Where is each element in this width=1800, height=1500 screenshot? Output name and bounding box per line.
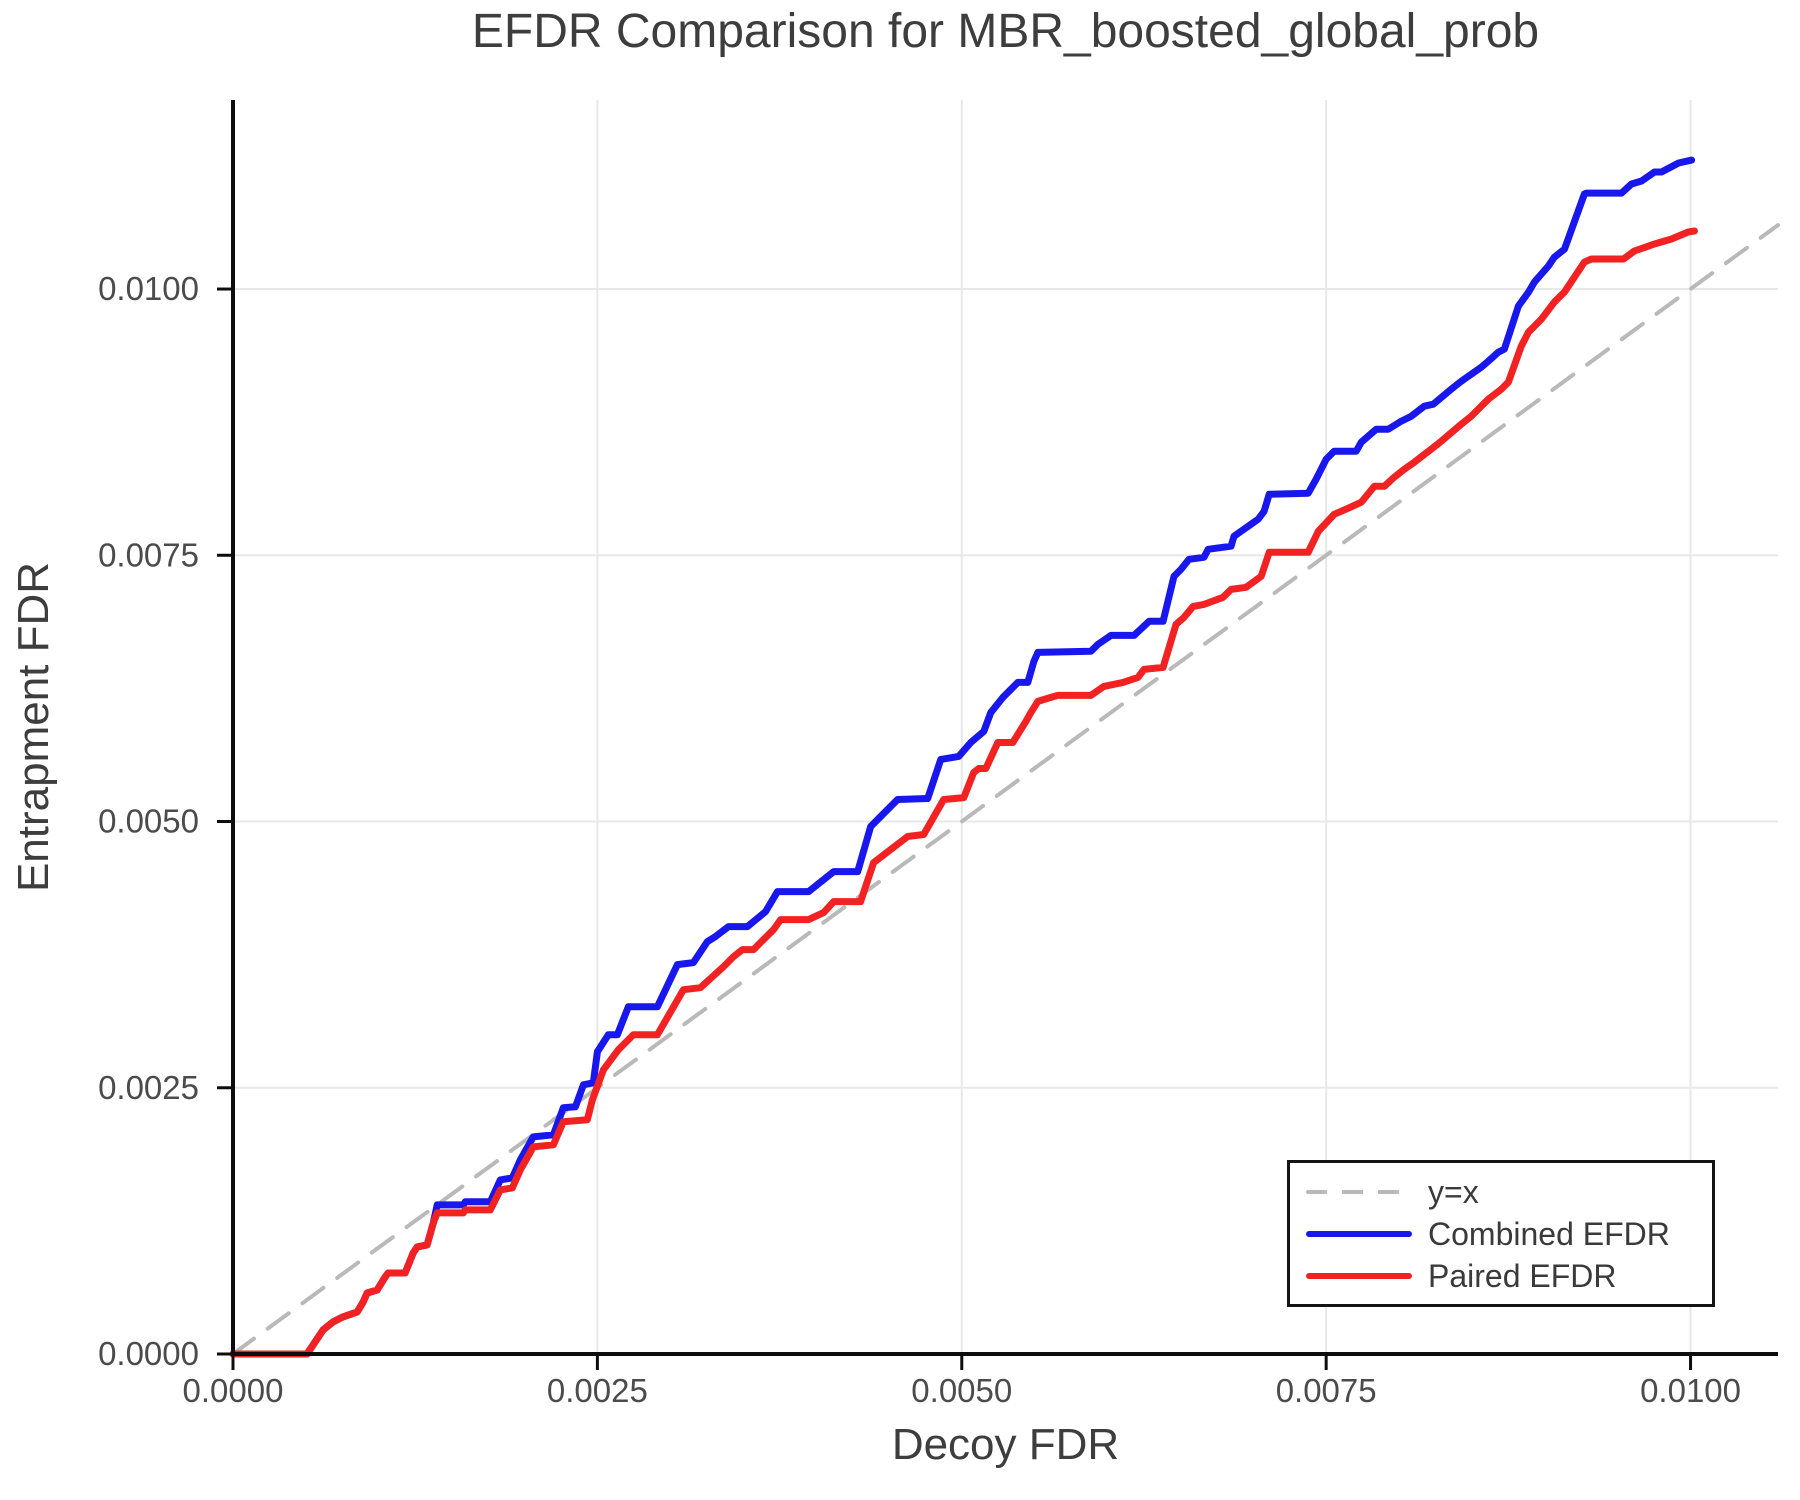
y-tick-label: 0.0025 — [98, 1069, 199, 1106]
x-tick-label: 0.0025 — [547, 1372, 648, 1409]
y-axis-label: Entrapment FDR — [9, 561, 58, 893]
legend-label-combined: Combined EFDR — [1428, 1215, 1670, 1252]
x-tick-label: 0.0075 — [1276, 1372, 1377, 1409]
legend-item-combined: Combined EFDR — [1306, 1215, 1712, 1252]
series-combined-efdr — [229, 156, 1696, 1358]
series-paired-efdr — [229, 227, 1698, 1358]
series-y-x — [231, 223, 1780, 1356]
x-tick-label: 0.0000 — [183, 1372, 284, 1409]
y-tick-label: 0.0050 — [98, 803, 199, 840]
legend-line-yx-icon — [1306, 1189, 1412, 1194]
legend-item-paired: Paired EFDR — [1306, 1257, 1712, 1294]
y-tick-label: 0.0100 — [98, 270, 199, 307]
legend-line-paired-icon — [1306, 1272, 1412, 1279]
x-axis-label: Decoy FDR — [891, 1420, 1120, 1469]
chart-title: EFDR Comparison for MBR_boosted_global_p… — [471, 5, 1540, 58]
legend-item-yx: y=x — [1306, 1173, 1712, 1210]
y-tick-label: 0.0075 — [98, 536, 199, 573]
legend-box: y=x Combined EFDR Paired EFDR — [1287, 1160, 1715, 1307]
legend-line-combined-icon — [1306, 1230, 1412, 1237]
x-tick-label: 0.0050 — [911, 1372, 1012, 1409]
legend-label-yx: y=x — [1428, 1173, 1479, 1210]
y-tick-label: 0.0000 — [98, 1335, 199, 1372]
x-tick-label: 0.0100 — [1640, 1372, 1741, 1409]
legend-label-paired: Paired EFDR — [1428, 1257, 1617, 1294]
